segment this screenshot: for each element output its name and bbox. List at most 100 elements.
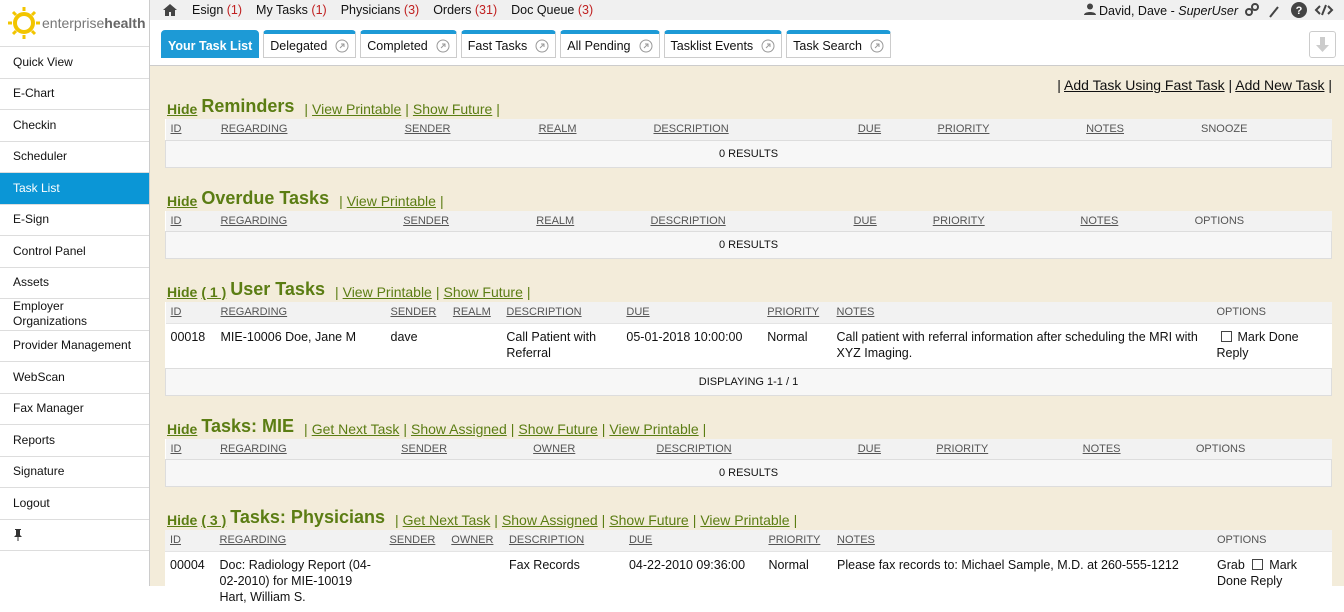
column-header[interactable]: REGARDING [214, 530, 385, 551]
nav-item[interactable]: Orders (31) [433, 3, 497, 17]
tab[interactable]: Delegated [263, 30, 357, 58]
column-header[interactable]: PRIORITY [931, 438, 1078, 460]
sidebar-item[interactable]: Assets [0, 268, 149, 299]
tab-popout-icon[interactable] [639, 39, 653, 53]
column-header[interactable]: PRIORITY [927, 210, 1076, 232]
task-count[interactable]: ( 1 ) [201, 284, 227, 300]
column-header[interactable]: DUE [621, 302, 763, 323]
tab[interactable]: Tasklist Events [663, 30, 783, 58]
section-link[interactable]: Show Future [443, 284, 523, 300]
column-header[interactable]: DESCRIPTION [651, 438, 853, 460]
sidebar-item[interactable]: Quick View [0, 47, 149, 79]
section-link[interactable]: View Printable [312, 101, 402, 117]
section-link[interactable]: Show Future [518, 420, 598, 437]
column-header[interactable]: REALM [533, 119, 649, 140]
nav-item[interactable]: Doc Queue (3) [511, 3, 593, 17]
option-label[interactable]: Mark Done [1217, 557, 1298, 588]
column-header[interactable]: DUE [623, 530, 764, 551]
section-link[interactable]: Show Future [412, 101, 493, 117]
column-header[interactable]: NOTES [1075, 210, 1190, 232]
sidebar-item[interactable]: Employer Organizations [0, 299, 149, 331]
sidebar-item[interactable]: E-Sign [0, 205, 149, 236]
option-label[interactable]: Reply [1216, 345, 1249, 360]
hide-link[interactable]: Hide [167, 512, 198, 528]
home-icon[interactable] [162, 3, 178, 17]
sidebar-item[interactable]: Signature [0, 457, 149, 488]
option-label[interactable]: Mark Done [1237, 329, 1299, 344]
column-header[interactable]: REGARDING [215, 438, 397, 460]
sidebar-item[interactable]: Task List [0, 173, 149, 205]
sidebar-item[interactable]: Provider Management [0, 331, 149, 362]
tab-popout-icon[interactable] [870, 39, 884, 53]
column-header[interactable]: PRIORITY [762, 302, 832, 323]
section-link[interactable]: View Printable [346, 192, 436, 209]
sidebar-item[interactable]: Fax Manager [0, 394, 149, 425]
hide-link[interactable]: Hide [167, 420, 198, 437]
column-header[interactable]: OPTIONS [1211, 302, 1332, 323]
section-link[interactable]: Show Future [609, 512, 689, 528]
task-count[interactable]: ( 3 ) [201, 512, 227, 528]
column-header[interactable]: ID [165, 302, 216, 323]
section-link[interactable]: Show Assigned [411, 420, 507, 437]
logo[interactable]: enterprise health [0, 0, 149, 47]
column-header[interactable]: NOTES [832, 530, 1212, 551]
option[interactable]: Grab [1217, 558, 1245, 572]
user[interactable]: David, Dave - SuperUser [1083, 3, 1238, 18]
collapse-button[interactable] [1309, 31, 1336, 58]
column-header[interactable]: DUE [852, 438, 932, 460]
nav-item[interactable]: Physicians (3) [341, 3, 420, 17]
option[interactable]: Mark Done [1217, 330, 1299, 344]
tab-popout-icon[interactable] [761, 39, 775, 53]
column-header[interactable]: NOTES [831, 302, 1212, 323]
option-label[interactable]: Grab [1217, 557, 1245, 572]
sidebar-item[interactable]: WebScan [0, 362, 149, 394]
pin[interactable] [0, 520, 149, 551]
column-header[interactable]: REGARDING [215, 302, 386, 323]
column-header[interactable]: ID [165, 119, 216, 140]
toolbar-icons[interactable]: ? [1244, 2, 1336, 18]
column-header[interactable]: OPTIONS [1189, 210, 1332, 232]
column-header[interactable]: PRIORITY [763, 530, 832, 551]
column-header[interactable]: NOTES [1077, 438, 1191, 460]
action-link[interactable]: Add New Task [1235, 77, 1325, 93]
column-header[interactable]: OPTIONS [1190, 438, 1332, 460]
option[interactable]: Mark Done [1217, 558, 1297, 588]
column-header[interactable]: DUE [848, 210, 928, 232]
hide-link[interactable]: Hide [167, 192, 198, 209]
column-header[interactable]: SENDER [385, 302, 448, 323]
column-header[interactable]: PRIORITY [932, 119, 1082, 140]
column-header[interactable]: SENDER [384, 530, 447, 551]
column-header[interactable]: OWNER [528, 438, 652, 460]
column-header[interactable]: ID [165, 530, 215, 551]
column-header[interactable]: ID [165, 210, 216, 232]
hide-link[interactable]: Hide [167, 284, 198, 300]
tab[interactable]: Your Task List [161, 30, 260, 58]
column-header[interactable]: DESCRIPTION [648, 119, 853, 140]
tab[interactable]: Fast Tasks [460, 30, 557, 58]
section-link[interactable]: View Printable [609, 420, 699, 437]
tab[interactable]: Task Search [786, 30, 891, 58]
column-header[interactable]: OWNER [446, 530, 504, 551]
sidebar-item[interactable]: Scheduler [0, 142, 149, 173]
section-link[interactable]: View Printable [342, 284, 432, 300]
sidebar-item[interactable]: Reports [0, 425, 149, 457]
sidebar-item[interactable]: Control Panel [0, 236, 149, 268]
column-header[interactable]: SENDER [399, 119, 534, 140]
column-header[interactable]: REGARDING [215, 210, 399, 232]
column-header[interactable]: SNOOZE [1196, 119, 1332, 140]
column-header[interactable]: OPTIONS [1212, 530, 1332, 551]
column-header[interactable]: REALM [531, 210, 646, 232]
action-link[interactable]: Add Task Using Fast Task [1064, 77, 1225, 93]
option[interactable]: Reply [1217, 346, 1249, 360]
column-header[interactable]: DUE [852, 119, 933, 140]
option-label[interactable]: Reply [1250, 573, 1283, 588]
column-header[interactable]: DESCRIPTION [645, 210, 849, 232]
hide-link[interactable]: Hide [167, 101, 198, 117]
tab[interactable]: All Pending [560, 30, 660, 58]
column-header[interactable]: REGARDING [215, 119, 400, 140]
checkbox[interactable] [1220, 330, 1232, 342]
tab-popout-icon[interactable] [436, 39, 450, 53]
column-header[interactable]: ID [165, 438, 216, 460]
section-link[interactable]: Get Next Task [311, 420, 400, 437]
section-link[interactable]: View Printable [700, 512, 790, 528]
